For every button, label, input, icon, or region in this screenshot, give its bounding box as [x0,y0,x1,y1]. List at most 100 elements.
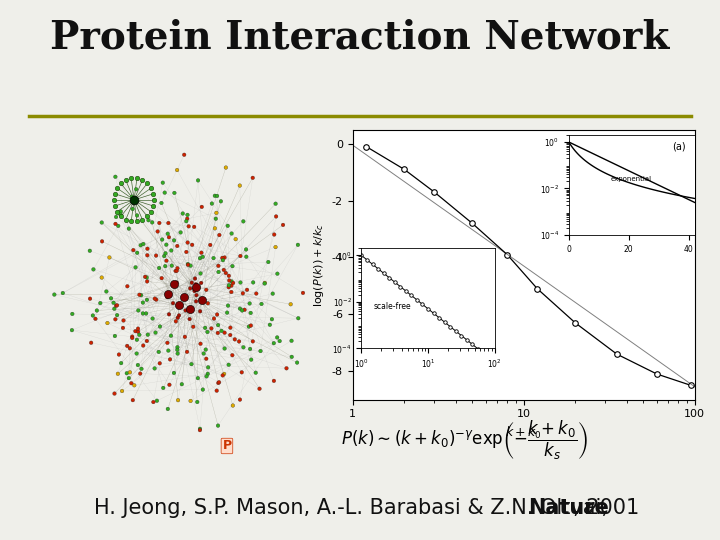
Point [171,266,183,275]
Point [191,291,202,300]
Point [286,336,297,345]
Point [150,251,162,260]
Point [180,306,192,315]
Point [156,235,168,244]
Point [281,364,292,373]
Point [110,301,122,310]
Point [174,311,185,320]
Point [181,217,192,226]
Point [125,174,137,183]
Point [142,251,153,260]
Point [194,254,206,262]
Point [115,359,127,367]
Point [212,421,224,430]
Point [245,321,256,330]
Point [208,254,220,262]
Point [146,218,158,227]
Point [66,326,78,334]
Point [109,190,120,198]
Point [200,286,212,294]
Point [223,283,235,292]
Point [194,307,206,315]
Point [88,265,99,274]
Point [135,241,146,249]
Point [179,333,191,341]
Point [217,371,228,380]
Point [147,314,158,323]
Point [163,289,174,298]
Point [223,361,235,369]
Point [94,299,106,307]
Point [167,299,179,307]
Point [96,273,107,282]
Point [181,214,193,223]
Point [156,274,168,282]
Point [149,364,161,373]
Point [236,368,248,376]
Point [157,178,168,187]
Point [123,374,135,382]
Point [168,369,180,377]
Point [182,260,194,268]
Point [270,243,282,252]
Point [109,220,121,228]
Point [225,281,237,290]
Point [118,316,130,325]
Point [267,289,279,298]
Point [154,322,166,331]
Point [199,323,211,332]
Point [153,348,164,356]
Point [202,363,214,372]
Point [268,376,279,385]
Point [190,280,202,288]
Point [181,211,193,219]
Point [143,216,154,225]
Point [131,217,143,226]
Point [161,339,173,347]
Point [96,237,108,246]
Point [153,264,165,272]
Point [251,289,262,298]
Point [195,279,207,287]
Point [243,322,255,331]
Point [219,344,230,353]
Point [182,260,194,269]
Point [234,395,246,404]
Point [152,227,163,236]
Point [131,174,143,183]
Point [127,332,138,341]
Point [171,264,183,273]
Point [226,229,238,238]
Point [150,328,161,337]
Point [137,176,148,185]
Point [166,261,178,270]
Point [211,208,222,217]
Point [220,269,232,278]
Point [240,252,252,261]
Point [194,340,206,348]
Point [292,314,304,322]
Point [109,305,120,313]
Point [202,328,213,336]
Point [182,238,194,247]
Point [134,330,145,339]
Point [132,361,143,369]
Point [105,294,117,302]
Point [197,385,209,394]
Point [142,245,153,253]
Point [259,279,271,287]
Point [208,314,220,323]
Point [192,374,204,382]
Point [164,355,176,363]
Point [247,173,258,182]
Point [215,197,227,206]
Point [141,336,153,345]
Point [168,188,180,197]
Point [163,310,175,319]
Point [264,320,276,329]
Point [170,267,181,275]
Point [270,199,282,208]
Point [131,211,143,220]
Text: H. Jeong, S.P. Mason, A.-L. Barabasi & Z.N. Oltvai,: H. Jeong, S.P. Mason, A.-L. Barabasi & Z… [94,497,614,518]
Point [125,217,137,226]
